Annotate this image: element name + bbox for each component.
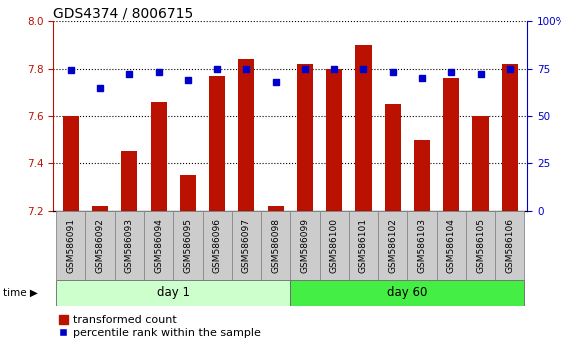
Bar	[150, 102, 167, 211]
Bar	[92, 206, 108, 211]
Text: GSM586098: GSM586098	[271, 218, 280, 273]
Bar	[121, 152, 137, 211]
Bar	[56, 280, 291, 306]
Bar	[326, 69, 342, 211]
Bar	[414, 139, 430, 211]
Bar	[291, 280, 525, 306]
Text: GSM586105: GSM586105	[476, 218, 485, 273]
Bar	[232, 211, 261, 280]
Bar	[378, 211, 407, 280]
Bar	[173, 211, 203, 280]
Bar	[261, 211, 290, 280]
Text: GSM586104: GSM586104	[447, 218, 456, 273]
Legend: transformed count, percentile rank within the sample: transformed count, percentile rank withi…	[59, 315, 261, 338]
Bar	[268, 206, 284, 211]
Text: GSM586100: GSM586100	[330, 218, 339, 273]
Text: GSM586095: GSM586095	[183, 218, 192, 273]
Bar	[495, 211, 525, 280]
Bar	[356, 45, 371, 211]
Bar	[180, 175, 196, 211]
Bar	[466, 211, 495, 280]
Bar	[443, 78, 459, 211]
Text: GSM586101: GSM586101	[359, 218, 368, 273]
Bar	[349, 211, 378, 280]
Text: GSM586093: GSM586093	[125, 218, 134, 273]
Bar	[407, 211, 436, 280]
Text: time ▶: time ▶	[3, 288, 38, 298]
Bar	[320, 211, 349, 280]
Bar	[209, 76, 225, 211]
Text: GSM586094: GSM586094	[154, 218, 163, 273]
Bar	[436, 211, 466, 280]
Text: GSM586103: GSM586103	[417, 218, 426, 273]
Text: GSM586106: GSM586106	[505, 218, 514, 273]
Text: GSM586097: GSM586097	[242, 218, 251, 273]
Text: day 60: day 60	[387, 286, 427, 299]
Bar	[291, 211, 320, 280]
Bar	[297, 64, 313, 211]
Bar	[56, 211, 85, 280]
Bar	[85, 211, 115, 280]
Bar	[115, 211, 144, 280]
Text: GDS4374 / 8006715: GDS4374 / 8006715	[53, 6, 194, 20]
Bar	[385, 104, 401, 211]
Bar	[238, 59, 255, 211]
Bar	[63, 116, 79, 211]
Text: GSM586091: GSM586091	[66, 218, 75, 273]
Text: GSM586096: GSM586096	[213, 218, 222, 273]
Text: GSM586092: GSM586092	[95, 218, 104, 273]
Text: GSM586099: GSM586099	[301, 218, 310, 273]
Bar	[144, 211, 173, 280]
Bar	[502, 64, 518, 211]
Bar	[472, 116, 489, 211]
Text: GSM586102: GSM586102	[388, 218, 397, 273]
Text: day 1: day 1	[157, 286, 190, 299]
Bar	[203, 211, 232, 280]
